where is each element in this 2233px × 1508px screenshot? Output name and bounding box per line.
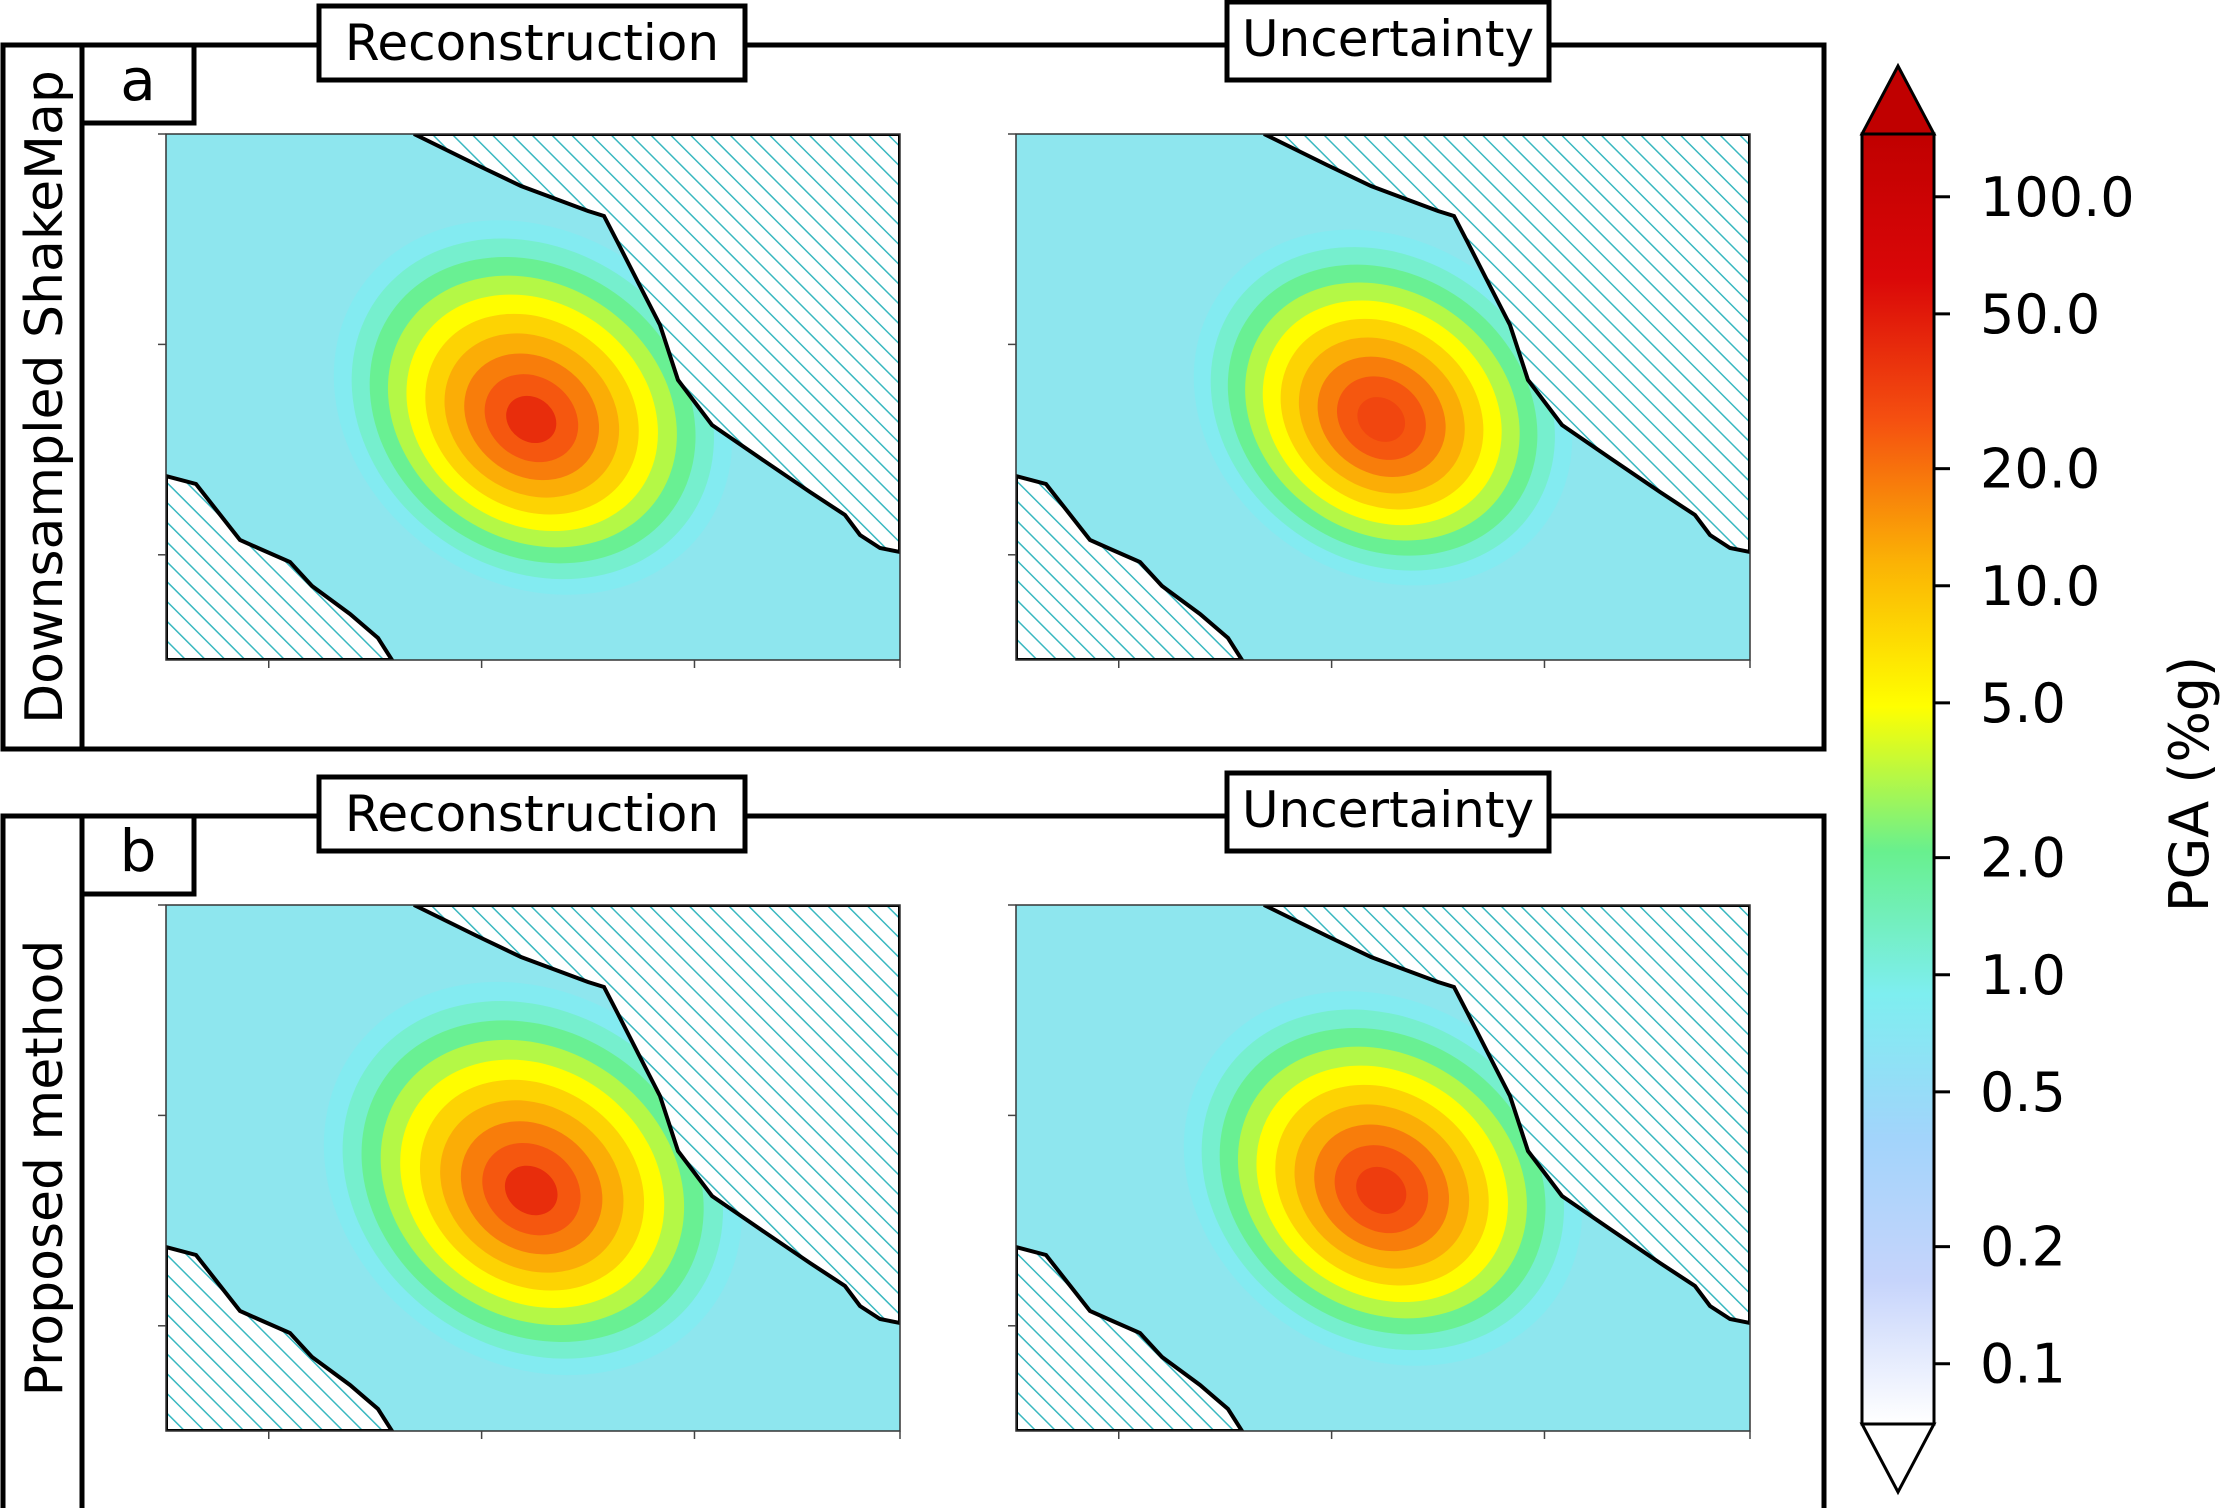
row-b: Proposed method b Reconstruction U	[0, 770, 1827, 1508]
heatmap-b0	[166, 905, 900, 1431]
row-a-label-box	[0, 42, 85, 752]
pga-contour	[504, 1165, 558, 1216]
sea-northeast-a0	[413, 134, 900, 555]
pga-contour	[506, 395, 557, 444]
title-box-a1	[1224, 0, 1552, 83]
sea-southwest-b1	[1016, 1244, 1245, 1431]
colorbar: 100.0 50.0 20.0 10.0 5.0 2.0 1.0 0.5 0.2 0.1 PGA …	[1859, 62, 2221, 1496]
title-a0: Reconstruction	[345, 14, 719, 72]
row-b-letter: b	[120, 817, 157, 885]
heatmap-a1	[1016, 134, 1750, 660]
title-a1: Uncertainty	[1242, 10, 1534, 68]
sea-southwest-b0	[166, 1244, 395, 1431]
row-a: Downsampled ShakeMap a Reconstruction	[0, 0, 1827, 752]
panel-a-reconstruction: Reconstruction	[158, 3, 901, 668]
row-a-label: Downsampled ShakeMap	[15, 70, 75, 724]
colorbar-tick-label: 0.2	[1980, 1216, 2066, 1279]
title-box-b0	[316, 774, 748, 854]
title-box-b1	[1224, 770, 1552, 854]
panel-b-reconstruction: Reconstruction	[158, 774, 901, 1439]
heat-blobs-a1	[1193, 229, 1573, 586]
colorbar-tick-label: 0.1	[1980, 1333, 2066, 1396]
axes-b1	[1015, 904, 1751, 1432]
axes-a1	[1015, 133, 1751, 661]
colorbar-extend-bottom	[1859, 1422, 1937, 1496]
row-a-letter: a	[120, 46, 156, 114]
colorbar-tick-label: 5.0	[1980, 672, 2066, 735]
sea-southwest-a1	[1016, 473, 1245, 660]
title-b0: Reconstruction	[345, 785, 719, 843]
colorbar-label: PGA (%g)	[2158, 656, 2221, 912]
sea-northeast-b1	[1263, 905, 1750, 1326]
title-b1: Uncertainty	[1242, 781, 1534, 839]
axes-b0	[165, 904, 901, 1432]
panel-a-uncertainty: Uncertainty	[1008, 0, 1751, 668]
colorbar-tick-label: 20.0	[1980, 438, 2100, 501]
colorbar-tick-label: 0.5	[1980, 1061, 2066, 1124]
row-b-label-box	[0, 813, 85, 1508]
colorbar-tick-label: 50.0	[1980, 283, 2100, 346]
colorbar-body	[1860, 132, 1936, 1426]
heatmap-b1	[1016, 905, 1750, 1431]
row-b-label: Proposed method	[15, 940, 75, 1397]
heat-blobs-b0	[323, 981, 743, 1376]
title-box-a0	[316, 3, 748, 83]
row-a-letter-box	[79, 42, 197, 126]
colorbar-tick-label: 2.0	[1980, 827, 2066, 890]
heatmap-a0	[166, 134, 900, 660]
colorbar-tick-label: 10.0	[1980, 555, 2100, 618]
colorbar-tick-label: 100.0	[1980, 166, 2135, 229]
sea-northeast-a1	[1263, 134, 1750, 555]
pga-contour	[1357, 397, 1406, 442]
heat-blobs-a0	[333, 220, 733, 595]
axes-a0	[165, 133, 901, 661]
pga-contour	[1356, 1166, 1407, 1215]
heat-blobs-b1	[1183, 991, 1583, 1366]
row-b-letter-box	[79, 813, 197, 897]
panel-b-uncertainty: Uncertainty	[1008, 770, 1751, 1439]
colorbar-ticks: 100.0 50.0 20.0 10.0 5.0 2.0 1.0 0.5 0.2 0.1	[1934, 166, 2135, 1396]
colorbar-tick-label: 1.0	[1980, 944, 2066, 1007]
colorbar-extend-top	[1859, 62, 1937, 136]
sea-southwest-a0	[166, 473, 395, 660]
sea-northeast-b0	[413, 905, 900, 1326]
